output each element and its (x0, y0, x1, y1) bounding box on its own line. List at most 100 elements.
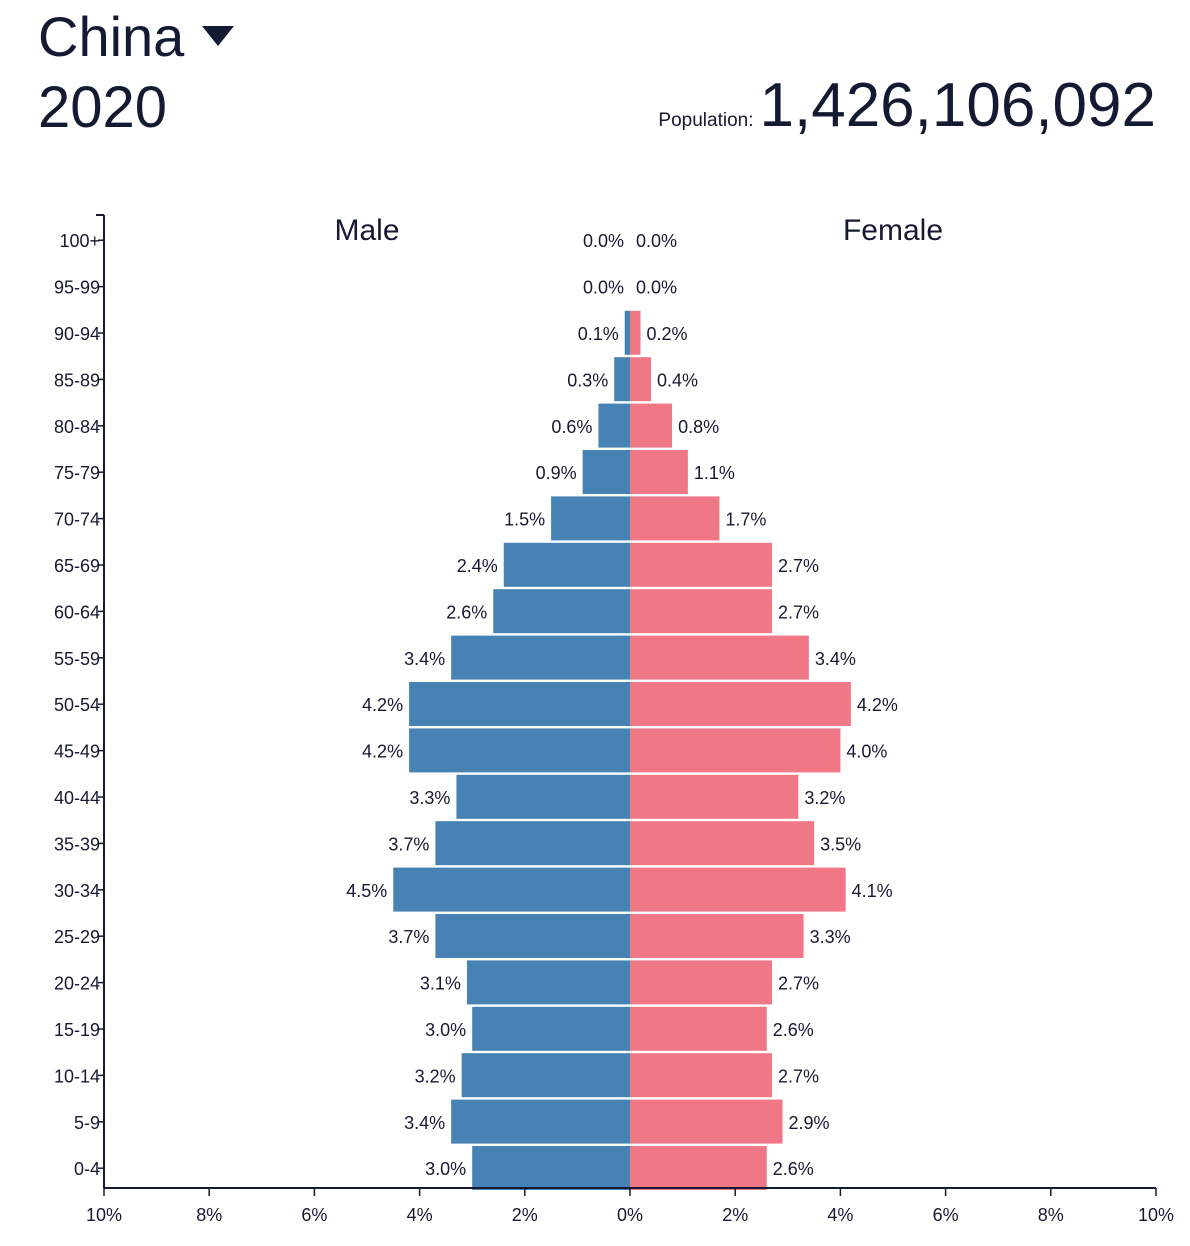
data-label-female: 4.0% (846, 742, 887, 762)
bar-female (630, 589, 773, 634)
data-label-male: 3.7% (388, 834, 429, 854)
bar-male (472, 1006, 630, 1051)
data-label-male: 3.0% (425, 1020, 466, 1040)
data-label-female: 0.0% (636, 278, 677, 298)
x-tick-label: 6% (301, 1205, 327, 1225)
y-tick-label: 60-64 (54, 602, 100, 622)
y-tick-label: 50-54 (54, 695, 100, 715)
bar-male (461, 1053, 630, 1098)
data-label-male: 2.6% (446, 602, 487, 622)
data-label-male: 3.4% (404, 1113, 445, 1133)
bar-male (466, 960, 630, 1005)
data-label-female: 1.1% (694, 463, 735, 483)
bar-female (630, 682, 851, 726)
data-label-female: 0.8% (678, 417, 719, 437)
bar-male (582, 450, 630, 494)
x-tick-label: 8% (1038, 1205, 1064, 1225)
data-label-male: 0.0% (583, 231, 624, 251)
population-label: Population: (658, 110, 754, 131)
data-label-female: 2.7% (778, 602, 819, 622)
data-label-male: 3.7% (388, 927, 429, 947)
y-tick-label: 25-29 (54, 927, 100, 947)
y-tick-label: 70-74 (54, 510, 100, 530)
x-tick-label: 4% (827, 1205, 853, 1225)
data-label-female: 2.7% (778, 1066, 819, 1086)
bar-male (551, 496, 630, 541)
bar-female (630, 774, 799, 819)
y-tick-label: 35-39 (54, 834, 100, 854)
bar-male (472, 1146, 630, 1190)
chevron-down-icon[interactable] (202, 26, 235, 46)
data-label-female: 0.4% (657, 370, 698, 390)
country-name: China (38, 5, 185, 68)
bar-female (630, 403, 673, 448)
x-tick-label: 4% (407, 1205, 433, 1225)
population-pyramid-chart: Male Female 100+ 0.0% 0.0% 95-99 0.0% 0.0% 90-94… (54, 214, 1174, 1225)
y-tick-label: 40-44 (54, 788, 100, 808)
data-label-male: 0.3% (567, 370, 608, 390)
y-tick-label: 85-89 (54, 370, 100, 390)
bar-male (598, 403, 630, 448)
population-summary: Population: 1,426,106,092 (658, 70, 1156, 142)
y-tick-label: 20-24 (54, 974, 100, 994)
bar-female (630, 728, 841, 773)
data-label-female: 2.7% (778, 974, 819, 994)
data-label-female: 1.7% (725, 510, 766, 530)
data-label-male: 0.6% (551, 417, 592, 437)
data-label-male: 4.2% (362, 695, 403, 715)
bar-female (630, 867, 846, 912)
y-tick-label: 10-14 (54, 1066, 100, 1086)
data-label-female: 3.2% (804, 788, 845, 808)
data-label-female: 2.7% (778, 556, 819, 576)
data-label-female: 4.1% (852, 881, 893, 901)
data-label-male: 3.2% (415, 1066, 456, 1086)
bar-female (630, 357, 652, 402)
bar-male (451, 635, 630, 680)
y-tick-label: 75-79 (54, 463, 100, 483)
bar-male (456, 774, 630, 819)
bar-male (451, 1099, 630, 1144)
bar-female (630, 821, 815, 866)
year-label: 2020 (38, 75, 168, 140)
population-value: 1,426,106,092 (759, 71, 1157, 140)
bar-male (409, 682, 630, 726)
y-tick-label: 95-99 (54, 278, 100, 298)
data-label-female: 3.3% (810, 927, 851, 947)
y-tick-label: 80-84 (54, 417, 100, 437)
bar-male (393, 867, 630, 912)
bar-female (630, 1146, 767, 1190)
x-tick-label: 2% (722, 1205, 748, 1225)
data-label-male: 0.9% (536, 463, 577, 483)
data-label-male: 4.5% (346, 881, 387, 901)
x-tick-label: 8% (196, 1205, 222, 1225)
data-label-male: 0.0% (583, 278, 624, 298)
data-label-female: 3.5% (820, 834, 861, 854)
bar-female (630, 542, 773, 587)
y-tick-label: 15-19 (54, 1020, 100, 1040)
data-label-male: 0.1% (578, 324, 619, 344)
bar-female (630, 310, 641, 355)
y-tick-label: 90-94 (54, 324, 100, 344)
data-label-female: 3.4% (815, 649, 856, 669)
bar-female (630, 450, 688, 494)
data-label-male: 3.0% (425, 1159, 466, 1179)
bar-female (630, 1053, 773, 1098)
bar-female (630, 635, 809, 680)
data-label-male: 3.4% (404, 649, 445, 669)
x-tick-label: 10% (86, 1205, 122, 1225)
bar-female (630, 960, 773, 1005)
y-tick-label: 100+ (59, 231, 100, 251)
data-label-male: 1.5% (504, 510, 545, 530)
bar-female (630, 914, 804, 958)
bar-female (630, 1099, 783, 1144)
data-label-male: 3.3% (409, 788, 450, 808)
x-tick-label: 2% (512, 1205, 538, 1225)
x-tick-label: 10% (1138, 1205, 1174, 1225)
data-label-male: 3.1% (420, 974, 461, 994)
data-label-female: 2.6% (773, 1159, 814, 1179)
data-label-female: 2.9% (789, 1113, 830, 1133)
country-selector[interactable]: China (38, 2, 235, 72)
x-tick-label: 6% (933, 1205, 959, 1225)
bar-male (435, 914, 630, 958)
data-label-female: 4.2% (857, 695, 898, 715)
